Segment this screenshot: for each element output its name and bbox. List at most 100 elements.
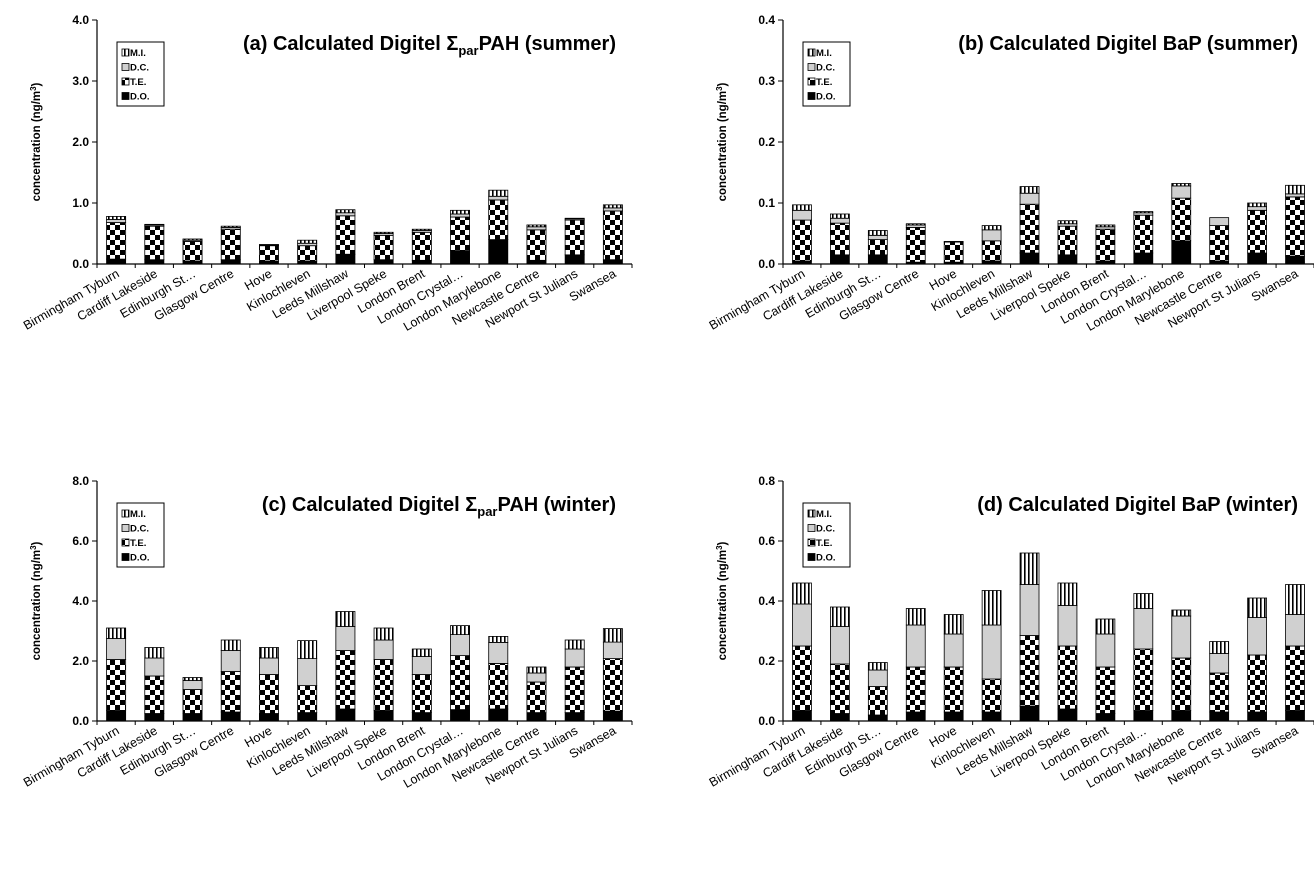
bar-segment bbox=[1209, 217, 1230, 226]
bar-segment bbox=[297, 245, 318, 262]
bar-segment bbox=[792, 209, 812, 221]
legend-label: D.O. bbox=[130, 553, 150, 564]
legend-label: M.I. bbox=[816, 48, 832, 59]
bar-segment bbox=[411, 228, 432, 231]
bar-segment bbox=[335, 212, 356, 217]
legend-swatch bbox=[121, 553, 130, 561]
bar-segment bbox=[981, 711, 1002, 722]
bar-segment bbox=[981, 624, 1002, 680]
bar-segment bbox=[1019, 192, 1040, 205]
bar-segment bbox=[144, 657, 165, 677]
bar-segment bbox=[106, 659, 127, 711]
bar-segment bbox=[792, 582, 812, 605]
bar-segment bbox=[943, 711, 964, 722]
chart-title: (b) Calculated Digitel BaP (summer) bbox=[958, 33, 1298, 55]
bar-segment bbox=[526, 666, 547, 674]
bar-segment bbox=[1171, 615, 1192, 659]
chart-title: (c) Calculated Digitel ΣparPAH (winter) bbox=[262, 494, 616, 519]
bar-segment bbox=[867, 714, 888, 722]
bar-segment bbox=[1133, 214, 1154, 254]
bar-segment bbox=[182, 241, 203, 262]
y-tick-label: 2.0 bbox=[72, 654, 89, 668]
bar-segment bbox=[1095, 228, 1116, 262]
bar-segment bbox=[1209, 672, 1230, 713]
bar-segment bbox=[867, 230, 888, 236]
y-tick-label: 0.0 bbox=[72, 257, 89, 271]
bar-segment bbox=[220, 711, 241, 722]
bar-segment bbox=[981, 240, 1002, 262]
y-tick-label: 4.0 bbox=[72, 594, 89, 608]
bar-segment bbox=[373, 639, 394, 660]
bar-segment bbox=[411, 712, 432, 722]
legend-label: M.I. bbox=[130, 48, 146, 59]
y-tick-label: 1.0 bbox=[72, 196, 89, 210]
bar-segment bbox=[220, 228, 241, 261]
bar-segment bbox=[1247, 597, 1267, 618]
bar-segment bbox=[297, 658, 318, 686]
bar-segment bbox=[1247, 654, 1267, 713]
bar-segment bbox=[335, 209, 356, 214]
legend-swatch bbox=[807, 48, 816, 57]
bar-segment bbox=[526, 226, 547, 231]
bar-segment bbox=[259, 647, 279, 659]
bar-segment bbox=[526, 712, 547, 722]
bar-segment bbox=[867, 234, 888, 241]
bar-segment bbox=[1285, 184, 1305, 195]
bar-segment bbox=[830, 213, 850, 219]
bar-segment bbox=[1095, 666, 1116, 714]
bar-segment bbox=[106, 638, 127, 660]
bar-segment bbox=[1133, 710, 1154, 722]
bar-segment bbox=[1285, 645, 1305, 711]
bar-segment bbox=[602, 628, 623, 643]
bar-segment bbox=[1209, 711, 1230, 722]
bar-segment bbox=[335, 215, 356, 255]
legend-swatch bbox=[121, 48, 130, 57]
y-tick-label: 0.8 bbox=[758, 474, 775, 488]
bar-segment bbox=[1133, 648, 1154, 711]
bar-segment bbox=[1285, 255, 1305, 265]
y-tick-label: 0.0 bbox=[72, 714, 89, 728]
bar-segment bbox=[602, 641, 623, 659]
bar-segment bbox=[144, 223, 165, 226]
bar-segment bbox=[602, 207, 623, 212]
bar-segment bbox=[981, 225, 1002, 231]
bar-segment bbox=[1057, 645, 1078, 710]
bar-segment bbox=[602, 658, 623, 712]
bar-segment bbox=[1095, 713, 1116, 722]
bar-segment bbox=[943, 633, 964, 668]
bar-segment bbox=[830, 222, 850, 256]
bar-segment bbox=[220, 639, 241, 651]
legend-label: D.O. bbox=[816, 92, 836, 103]
bar-segment bbox=[830, 626, 850, 665]
legend-label: T.E. bbox=[130, 77, 146, 88]
bar-segment bbox=[259, 713, 279, 722]
bar-segment bbox=[1209, 653, 1230, 674]
bar-segment bbox=[526, 681, 547, 714]
bar-segment bbox=[373, 231, 394, 234]
bar-segment bbox=[1133, 608, 1154, 650]
bar-segment bbox=[106, 627, 127, 639]
legend-swatch bbox=[121, 509, 130, 518]
bar-segment bbox=[905, 711, 926, 722]
bar-segment bbox=[1171, 185, 1192, 199]
y-axis-title: concentration (ng/m3) bbox=[715, 541, 729, 660]
bar-segment bbox=[830, 713, 850, 722]
bar-segment bbox=[1133, 211, 1154, 214]
bar-segment bbox=[373, 627, 394, 641]
bar-segment bbox=[1285, 584, 1305, 615]
bar-segment bbox=[106, 258, 127, 265]
y-tick-label: 0.3 bbox=[758, 74, 775, 88]
bar-segment bbox=[411, 656, 432, 675]
bar-segment bbox=[981, 229, 1002, 242]
legend-swatch bbox=[121, 524, 130, 532]
bar-segment bbox=[182, 238, 203, 241]
bar-segment bbox=[943, 614, 964, 635]
bar-segment bbox=[411, 648, 432, 657]
legend-swatch bbox=[121, 63, 130, 71]
bar-segment bbox=[144, 713, 165, 722]
bar-segment bbox=[905, 226, 926, 263]
y-tick-label: 0.2 bbox=[758, 654, 775, 668]
bar-segment bbox=[297, 685, 318, 713]
bar-segment bbox=[411, 231, 432, 261]
bar-segment bbox=[981, 678, 1002, 713]
